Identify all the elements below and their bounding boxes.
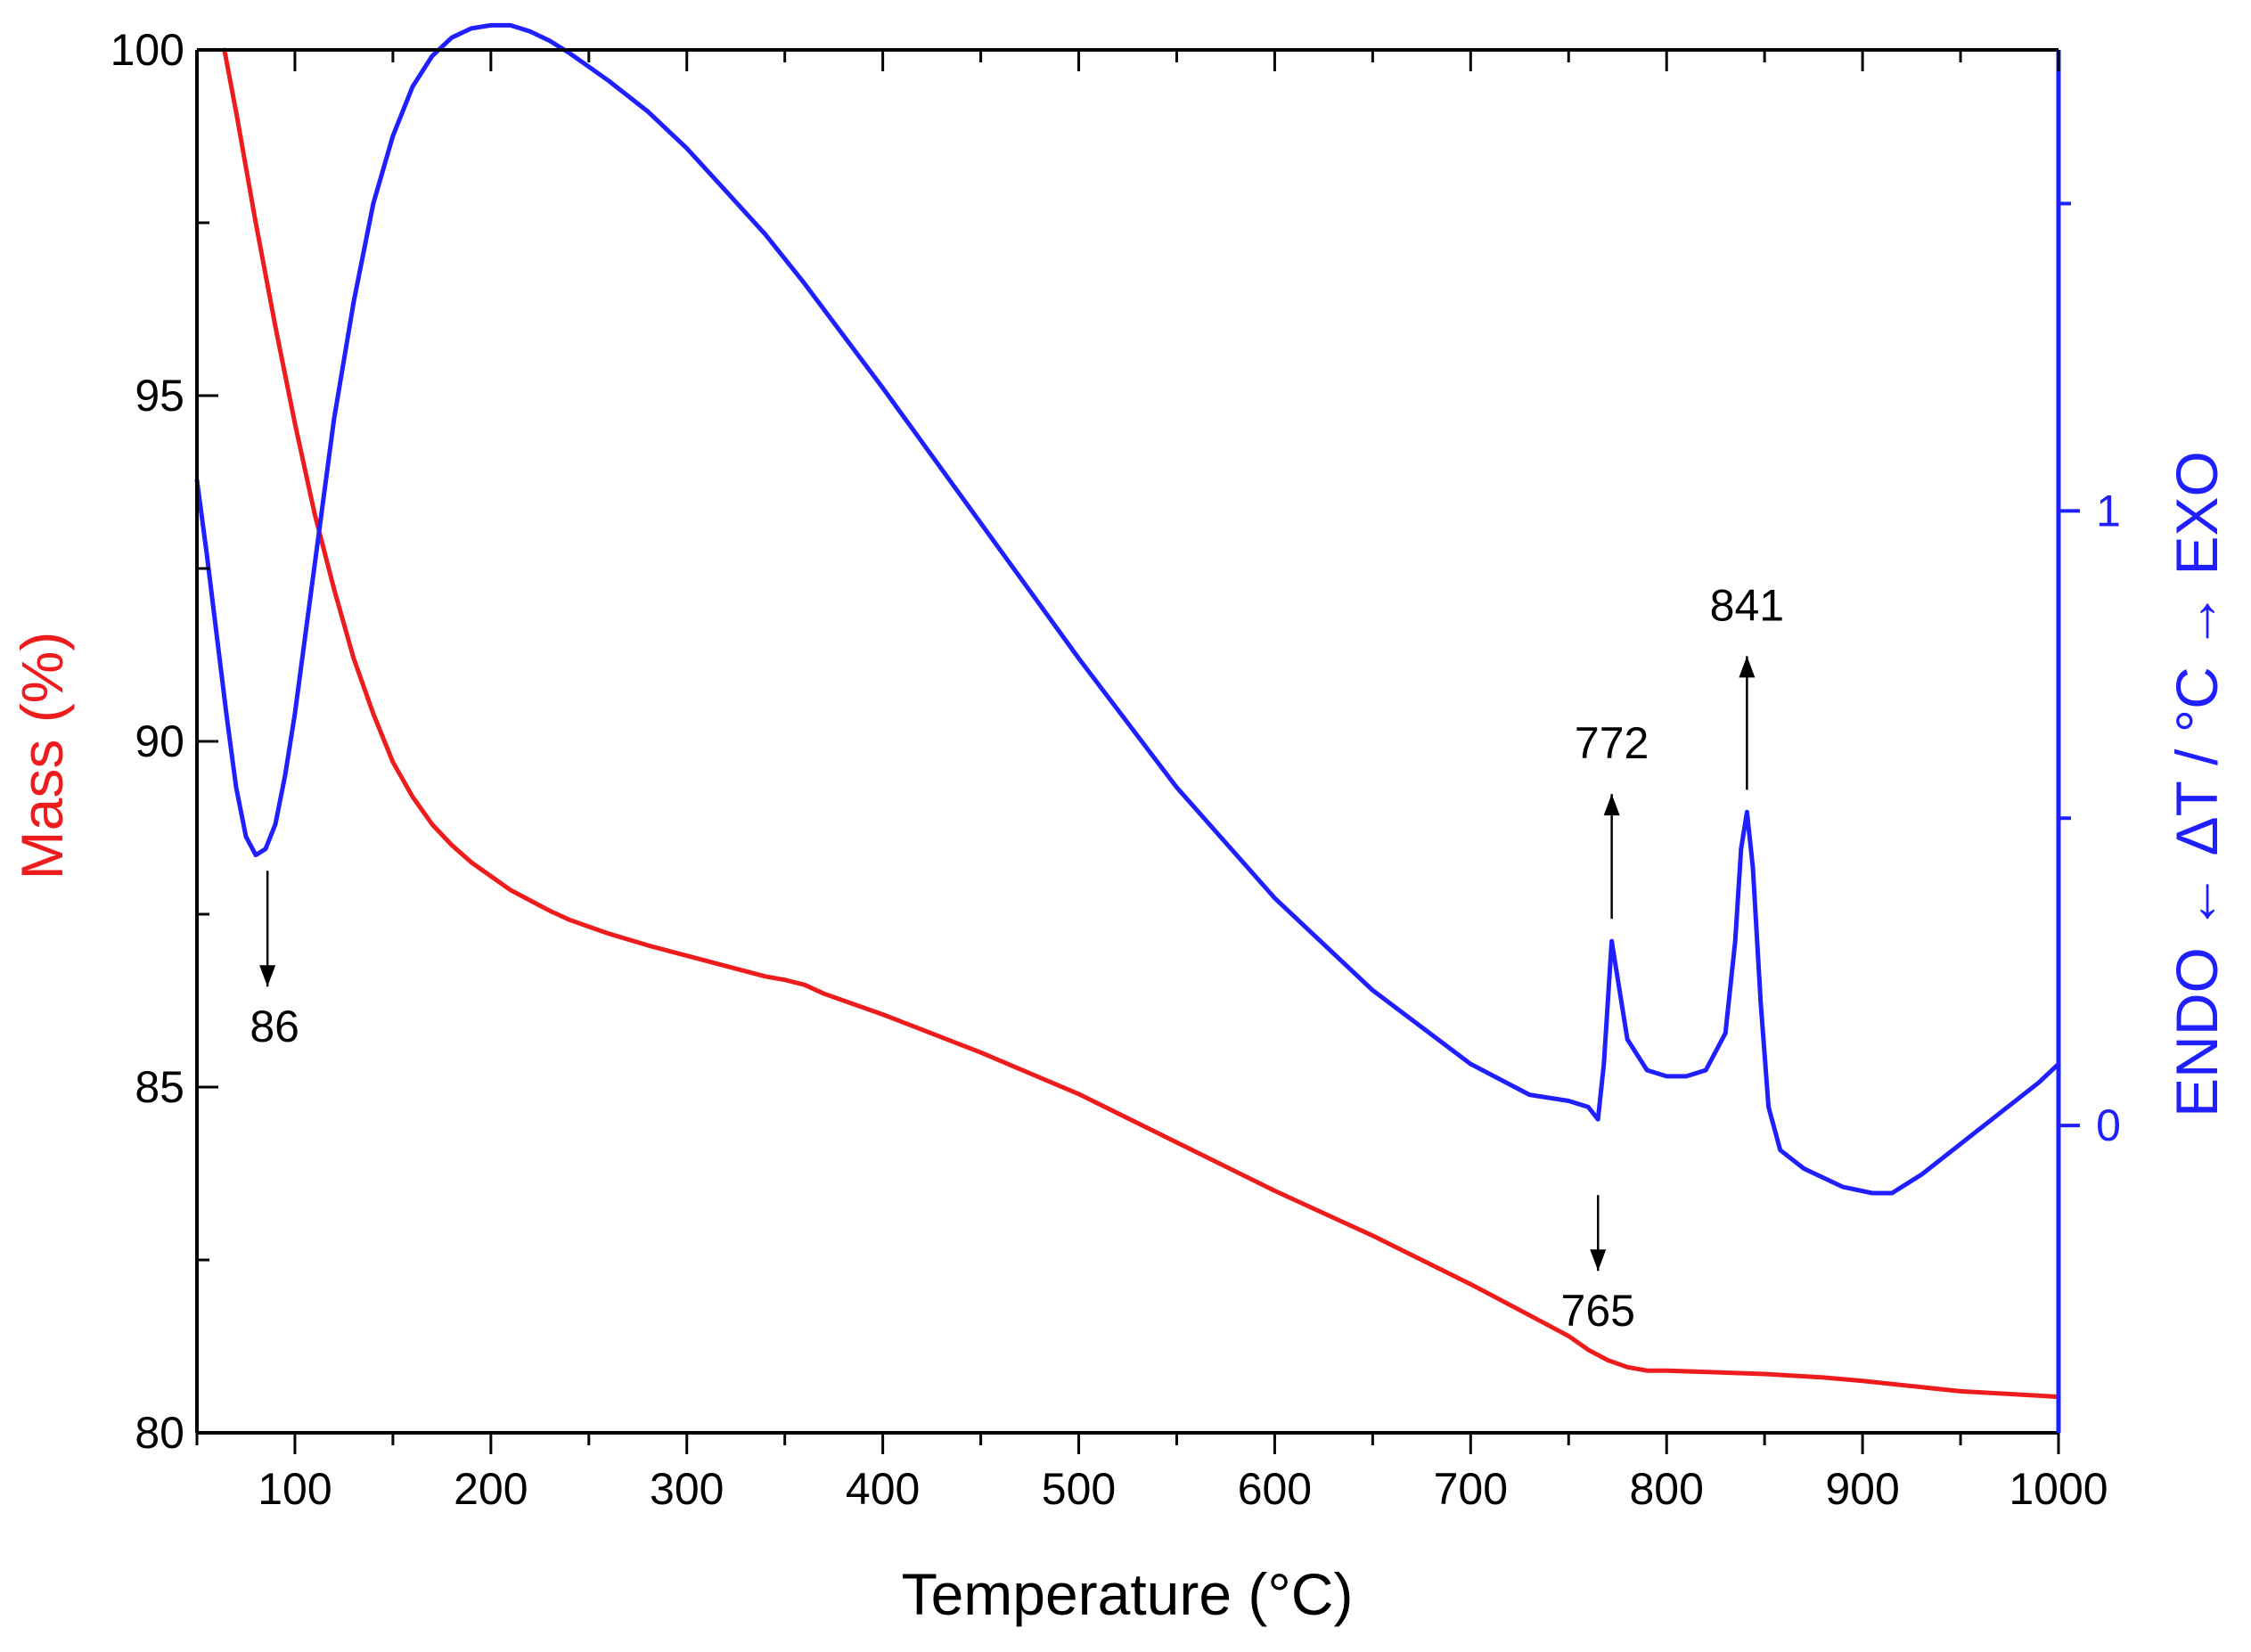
annotation-label: 841 [1710, 580, 1784, 630]
y-tick-label: 80 [135, 1408, 184, 1458]
annotation-arrow-head [1590, 1249, 1607, 1272]
annotation-arrow-head [1603, 794, 1620, 816]
y-tick-label: 85 [135, 1062, 184, 1112]
y-tick-label: 100 [111, 25, 184, 75]
right-axis-title: ENDO ← ΔT / °C → EXO [2164, 451, 2230, 1117]
x-tick-label: 800 [1629, 1464, 1703, 1514]
y2-tick-label: 0 [2096, 1100, 2121, 1150]
annotation-label: 772 [1575, 718, 1649, 768]
mass-series-line [222, 47, 2061, 1400]
x-tick-label: 500 [1042, 1464, 1116, 1514]
plot-lines [194, 22, 2061, 1400]
x-tick-label: 600 [1238, 1464, 1312, 1514]
x-tick-label: 400 [846, 1464, 920, 1514]
x-tick-label: 900 [1825, 1464, 1899, 1514]
annotations: 86 772 841 765 [250, 580, 1784, 1336]
y-tick-label: 95 [135, 371, 184, 421]
x-axis-title: Temperature (°C) [902, 1561, 1354, 1627]
y-tick-label: 90 [135, 716, 184, 766]
annotation-label: 86 [250, 1002, 299, 1051]
x-tick-label: 1000 [2009, 1464, 2108, 1514]
dta-series-line [194, 22, 2061, 1196]
x-tick-label: 100 [258, 1464, 332, 1514]
tick-labels: 100 200 300 400 500 600 700 800 900 1000808590951… [111, 25, 2121, 1514]
x-tick-label: 200 [454, 1464, 528, 1514]
annotation-arrow-head [259, 965, 276, 987]
x-tick-label: 300 [650, 1464, 724, 1514]
left-axis-title: Mass (%) [9, 632, 75, 880]
y2-tick-label: 1 [2096, 486, 2121, 536]
x-tick-label: 700 [1434, 1464, 1508, 1514]
axes [195, 48, 2080, 1454]
annotation-label: 765 [1561, 1286, 1635, 1336]
annotation-arrow-head [1739, 656, 1756, 678]
